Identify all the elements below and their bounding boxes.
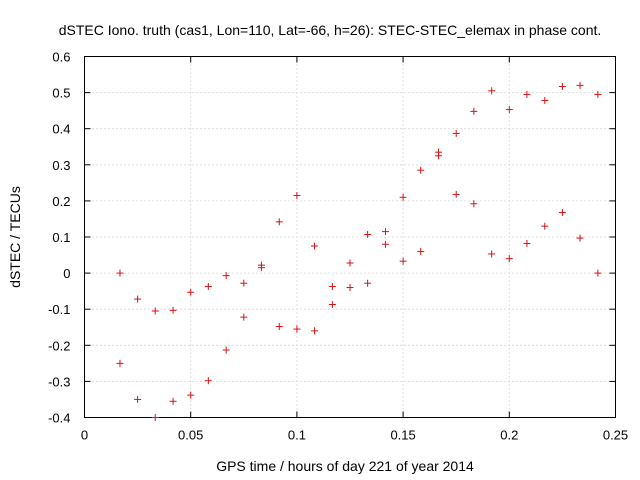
grid-lines: [84, 56, 616, 418]
y-tick-label: 0.3: [52, 158, 70, 173]
data-point: [204, 377, 212, 385]
data-point: [311, 242, 319, 250]
data-point: [594, 269, 602, 277]
data-point: [470, 200, 478, 208]
data-point: [134, 295, 142, 303]
data-point: [435, 152, 443, 160]
data-point: [346, 284, 354, 292]
plot-frame: [84, 56, 616, 418]
axis-ticks: [84, 56, 616, 418]
data-point: [116, 269, 124, 277]
x-tick-label: 0.05: [178, 428, 203, 443]
data-point: [417, 247, 425, 255]
data-point: [399, 193, 407, 201]
data-point: [452, 129, 460, 137]
data-point: [134, 395, 142, 403]
data-point: [187, 391, 195, 399]
data-point: [417, 166, 425, 174]
data-point: [505, 106, 513, 114]
y-tick-label: 0: [63, 266, 70, 281]
data-point: [311, 327, 319, 335]
data-point: [364, 230, 372, 238]
data-point: [346, 259, 354, 267]
data-point: [576, 234, 584, 242]
data-point: [381, 240, 389, 248]
x-tick-label: 0: [81, 428, 88, 443]
y-tick-label: -0.4: [48, 411, 70, 426]
data-point: [328, 301, 336, 309]
data-point: [470, 107, 478, 115]
data-point: [116, 359, 124, 367]
data-point: [399, 257, 407, 265]
data-point: [222, 272, 230, 280]
y-tick-label: 0.1: [52, 230, 70, 245]
data-point: [328, 282, 336, 290]
data-point: [293, 325, 301, 333]
x-tick-labels: 0 0.05 0.1 0.15 0.2 0.25: [81, 428, 628, 443]
x-tick-label: 0.15: [390, 428, 415, 443]
data-point: [293, 191, 301, 199]
x-tick-label: 0.1: [288, 428, 306, 443]
data-point: [169, 306, 177, 314]
y-tick-label: 0.2: [52, 194, 70, 209]
data-point: [240, 279, 248, 287]
data-point: [275, 323, 283, 331]
data-point: [541, 222, 549, 230]
x-axis-label: GPS time / hours of day 221 of year 2014: [216, 458, 474, 474]
data-point: [151, 307, 159, 315]
data-point: [240, 313, 248, 321]
data-points: [116, 81, 602, 421]
data-point: [222, 346, 230, 354]
data-point: [558, 82, 566, 90]
data-point: [151, 414, 159, 421]
data-point: [204, 282, 212, 290]
y-tick-label: 0.5: [52, 86, 70, 101]
y-tick-label: -0.2: [48, 338, 70, 353]
x-tick-label: 0.25: [603, 428, 628, 443]
chart-title: dSTEC Iono. truth (cas1, Lon=110, Lat=-6…: [59, 22, 602, 38]
data-point: [364, 279, 372, 287]
x-tick-label: 0.2: [500, 428, 518, 443]
data-point: [275, 218, 283, 226]
data-point: [381, 228, 389, 236]
y-tick-label: -0.1: [48, 302, 70, 317]
data-point: [541, 97, 549, 105]
data-point: [488, 87, 496, 95]
y-tick-label: 0.4: [52, 122, 70, 137]
data-point: [594, 90, 602, 98]
data-point: [523, 239, 531, 247]
data-point: [523, 90, 531, 98]
data-point: [505, 255, 513, 263]
y-tick-labels: -0.4 -0.3 -0.2 -0.1 0 0.1 0.2 0.3 0.4 0.5 0.6: [48, 50, 70, 426]
data-point: [452, 190, 460, 198]
y-tick-label: -0.3: [48, 374, 70, 389]
data-point: [488, 250, 496, 258]
data-point: [257, 264, 265, 272]
data-point: [558, 208, 566, 216]
y-tick-label: 0.6: [52, 50, 70, 65]
y-axis-label: dSTEC / TECUs: [7, 186, 23, 288]
data-point: [187, 288, 195, 296]
data-point: [576, 81, 584, 89]
data-point: [169, 397, 177, 405]
